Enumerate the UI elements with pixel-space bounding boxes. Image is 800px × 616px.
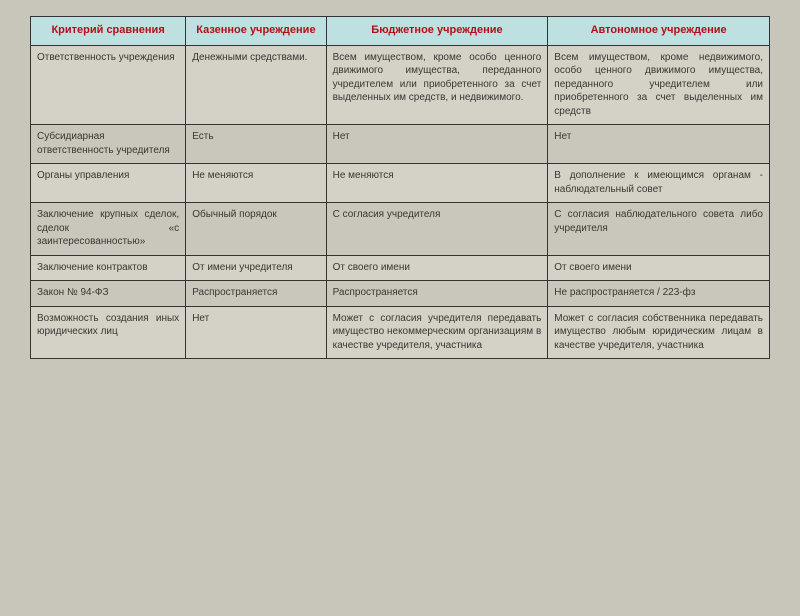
table-row: Субсидиарная ответственность учредителя … (31, 125, 770, 164)
col-header-byudzhetnoe: Бюджетное учреждение (326, 17, 548, 46)
table-row: Ответственность учреждения Денежными сре… (31, 45, 770, 125)
cell-criterion: Органы управления (31, 164, 186, 203)
cell-criterion: Возможность создания иных юридических ли… (31, 306, 186, 359)
cell-value: Распространяется (326, 281, 548, 307)
table-row: Возможность создания иных юридических ли… (31, 306, 770, 359)
cell-value: Не распространяется / 223-фз (548, 281, 770, 307)
cell-value: Нет (326, 125, 548, 164)
cell-criterion: Закон № 94-ФЗ (31, 281, 186, 307)
cell-value: Распространяется (186, 281, 326, 307)
cell-value: С согласия наблюдательного совета либо у… (548, 203, 770, 256)
cell-value: От своего имени (548, 255, 770, 281)
cell-value: Не меняются (326, 164, 548, 203)
cell-value: Есть (186, 125, 326, 164)
cell-criterion: Заключение контрактов (31, 255, 186, 281)
cell-value: Не меняются (186, 164, 326, 203)
cell-value: Может с согласия собственника передавать… (548, 306, 770, 359)
table-row: Заключение крупных сделок, сделок «с заи… (31, 203, 770, 256)
cell-value: С согласия учредителя (326, 203, 548, 256)
cell-value: Обычный порядок (186, 203, 326, 256)
cell-value: От своего имени (326, 255, 548, 281)
comparison-table-container: Критерий сравнения Казенное учреждение Б… (30, 16, 770, 359)
cell-value: Всем имуществом, кроме особо ценного дви… (326, 45, 548, 125)
table-row: Заключение контрактов От имени учредител… (31, 255, 770, 281)
col-header-avtonomnoe: Автономное учреждение (548, 17, 770, 46)
cell-criterion: Заключение крупных сделок, сделок «с заи… (31, 203, 186, 256)
col-header-criterion: Критерий сравнения (31, 17, 186, 46)
cell-value: В дополнение к имеющимся органам - наблю… (548, 164, 770, 203)
cell-criterion: Ответственность учреждения (31, 45, 186, 125)
cell-value: Денежными средствами. (186, 45, 326, 125)
col-header-kazennoe: Казенное учреждение (186, 17, 326, 46)
cell-value: От имени учредителя (186, 255, 326, 281)
cell-value: Нет (548, 125, 770, 164)
table-row: Закон № 94-ФЗ Распространяется Распростр… (31, 281, 770, 307)
cell-value: Нет (186, 306, 326, 359)
cell-value: Может с согласия учредителя передавать и… (326, 306, 548, 359)
cell-criterion: Субсидиарная ответственность учредителя (31, 125, 186, 164)
table-row: Органы управления Не меняются Не меняютс… (31, 164, 770, 203)
cell-value: Всем имуществом, кроме недвижимого, особ… (548, 45, 770, 125)
comparison-table: Критерий сравнения Казенное учреждение Б… (30, 16, 770, 359)
table-header-row: Критерий сравнения Казенное учреждение Б… (31, 17, 770, 46)
